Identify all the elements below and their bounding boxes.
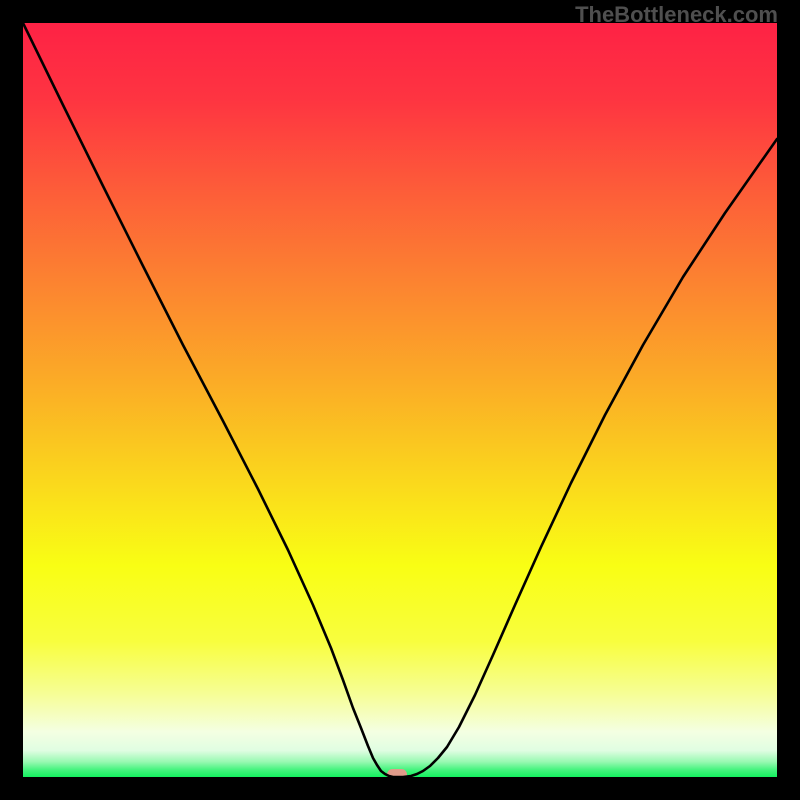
watermark-text: TheBottleneck.com — [575, 2, 778, 28]
chart-frame: TheBottleneck.com — [0, 0, 800, 800]
outer-border — [0, 0, 800, 800]
